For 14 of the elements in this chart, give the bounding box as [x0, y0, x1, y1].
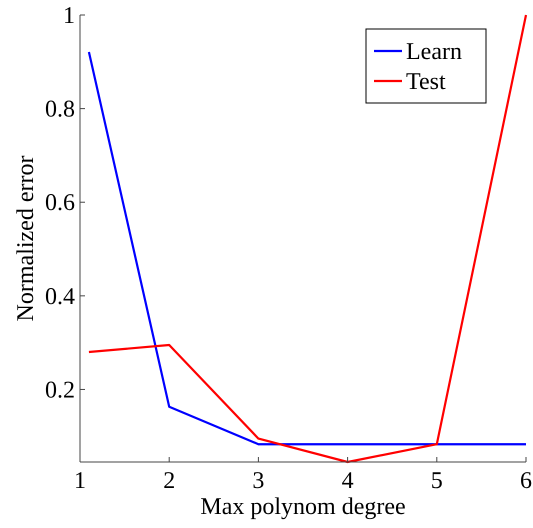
x-tick-label: 5	[430, 468, 443, 494]
y-tick-label: 0.4	[45, 284, 75, 310]
y-axis-title: Normalized error	[13, 156, 39, 322]
y-tick-label: 1	[63, 3, 75, 29]
legend-label: Test	[406, 69, 446, 95]
y-tick-label: 0.2	[45, 377, 75, 404]
x-axis-title: Max polynom degree	[200, 494, 406, 520]
x-tick-label: 2	[163, 468, 176, 494]
x-tick-label: 3	[252, 468, 264, 494]
legend-label: Learn	[406, 39, 462, 65]
y-tick-label: 0.8	[45, 96, 75, 123]
x-tick-label: 4	[342, 468, 354, 494]
y-tick-label: 0.6	[45, 190, 75, 216]
x-tick-label: 6	[520, 468, 532, 494]
